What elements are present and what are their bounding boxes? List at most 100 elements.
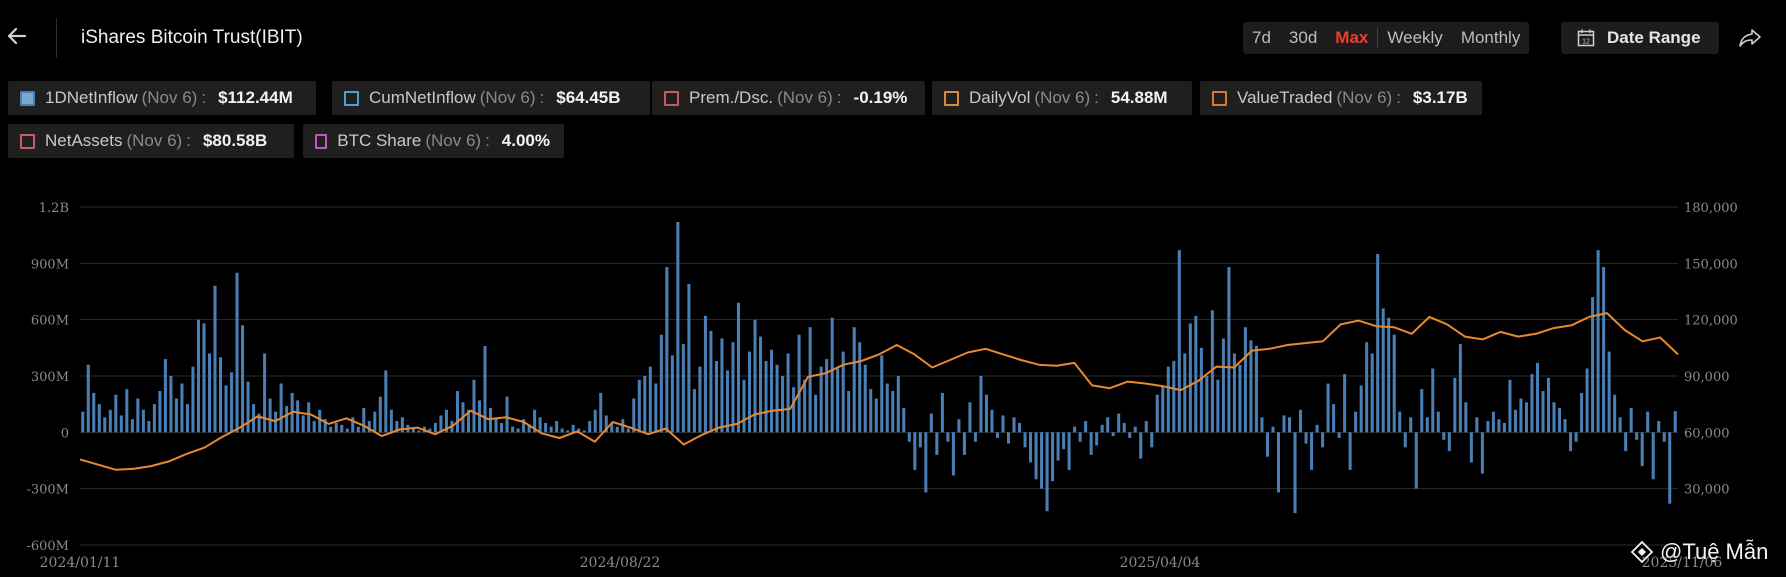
range-30d-button[interactable]: 30d <box>1288 28 1318 47</box>
inflow-bar <box>1513 409 1517 433</box>
range-7d-button[interactable]: 7d <box>1252 28 1271 47</box>
svg-text:12: 12 <box>1582 39 1590 46</box>
range-max-button[interactable]: Max <box>1335 28 1369 47</box>
inflow-bar <box>973 432 977 442</box>
inflow-bar <box>1017 422 1022 433</box>
inflow-bar <box>1491 411 1495 433</box>
range-monthly-button[interactable]: Monthly <box>1460 28 1521 47</box>
inflow-bar <box>500 422 504 433</box>
inflow-bar <box>1067 432 1071 470</box>
inflow-bar <box>97 404 101 433</box>
inflow-bar <box>1447 432 1451 452</box>
inflow-bar <box>698 366 702 433</box>
inflow-bar <box>874 398 878 433</box>
inflow-bar <box>1436 411 1440 433</box>
checkbox-icon[interactable] <box>20 133 35 149</box>
checkbox-icon[interactable] <box>944 90 959 106</box>
legend-value: 54.88M <box>1110 88 1168 107</box>
header-divider <box>56 18 57 58</box>
checkbox-icon[interactable] <box>344 90 359 106</box>
share-button[interactable] <box>1737 26 1763 50</box>
inflow-bar <box>257 413 261 433</box>
inflow-bar <box>560 428 564 433</box>
legend-chip-cum-net-inflow[interactable]: CumNetInflow (Nov 6) : $64.45B <box>332 81 650 115</box>
legend-date: (Nov 6) <box>141 88 198 107</box>
inflow-bar <box>962 432 966 455</box>
inflow-bar <box>1144 421 1148 433</box>
legend-value: 4.00% <box>501 131 550 150</box>
inflow-bar <box>659 334 663 433</box>
inflow-bar <box>533 409 537 433</box>
page-title: iShares Bitcoin Trust(IBIT) <box>81 27 303 48</box>
legend-name: Prem./Dsc. <box>689 88 774 107</box>
y-left-tick-label: -300M <box>26 483 69 498</box>
axis-ticks: 1.2B 900M 600M 300M 0 -300M -600M 180,000 150,00… <box>26 201 1737 571</box>
inflow-bar <box>1106 417 1110 433</box>
checkbox-icon[interactable] <box>315 133 328 149</box>
inflow-bar <box>455 391 459 433</box>
inflow-bar <box>709 330 713 433</box>
inflow-bar <box>924 432 928 493</box>
checkbox-icon[interactable] <box>1212 90 1227 106</box>
top-bar: iShares Bitcoin Trust(IBIT) 7d 30d Max W… <box>0 0 1786 76</box>
inflow-bar <box>1635 432 1639 440</box>
x-tick-label: 2025/11/06 <box>1642 555 1723 571</box>
price-line <box>79 312 1679 471</box>
y-left-tick-label: 600M <box>31 314 69 329</box>
inflow-bar <box>114 394 118 433</box>
chart-area[interactable]: 1.2B 900M 600M 300M 0 -300M -600M 180,000 150,00… <box>0 190 1786 577</box>
inflow-bar <box>1326 383 1330 433</box>
inflow-bar <box>362 407 366 433</box>
inflow-bar <box>1646 411 1650 433</box>
inflow-bar <box>1051 432 1055 482</box>
inflow-bar <box>836 368 840 433</box>
back-button[interactable] <box>4 23 30 49</box>
inflow-bar <box>863 364 867 433</box>
inflow-bar <box>852 327 856 433</box>
inflow-bar <box>1414 432 1418 489</box>
range-weekly-button[interactable]: Weekly <box>1387 28 1443 47</box>
inflow-bar <box>1662 432 1666 442</box>
inflow-bar <box>544 422 548 433</box>
inflow-bar <box>1420 389 1424 433</box>
inflow-bar <box>235 272 239 433</box>
inflow-bar <box>1668 432 1672 504</box>
date-range-button[interactable]: 12 Date Range <box>1561 22 1719 54</box>
inflow-bar <box>549 426 553 433</box>
inflow-bar <box>648 366 652 433</box>
inflow-bar <box>185 404 189 433</box>
legend-chip-btc-share[interactable]: BTC Share (Nov 6) : 4.00% <box>303 124 564 158</box>
inflow-bar <box>615 426 619 433</box>
y-right-tick-label: 30,000 <box>1684 483 1730 498</box>
inflow-bar <box>163 359 167 433</box>
legend-chip-value-traded[interactable]: ValueTraded (Nov 6) : $3.17B <box>1200 81 1482 115</box>
inflow-bar <box>351 417 355 433</box>
inflow-bar <box>1607 351 1611 433</box>
inflow-bar <box>1464 402 1468 433</box>
inflow-bar <box>1596 250 1600 433</box>
inflow-bars <box>81 222 1677 514</box>
inflow-bar <box>1172 360 1176 433</box>
y-right-tick-label: 90,000 <box>1684 370 1730 385</box>
inflow-bar <box>1475 417 1479 433</box>
inflow-bar <box>1332 404 1336 433</box>
inflow-bar <box>1084 421 1088 433</box>
inflow-bar <box>263 353 267 433</box>
inflow-bar <box>676 222 680 433</box>
checkbox-checked-icon[interactable] <box>20 90 35 106</box>
legend-chip-daily-vol[interactable]: DailyVol (Nov 6) : 54.88M <box>932 81 1192 115</box>
checkbox-icon[interactable] <box>664 90 679 106</box>
legend-date: (Nov 6) <box>425 131 482 150</box>
inflow-bar <box>797 334 801 433</box>
inflow-bar <box>687 283 691 433</box>
inflow-bar <box>902 407 906 433</box>
inflow-bar <box>1348 432 1352 470</box>
legend-chip-net-assets[interactable]: NetAssets (Nov 6) : $80.58B <box>8 124 294 158</box>
legend-chip-premium-discount[interactable]: Prem./Dsc. (Nov 6) : -0.19% <box>652 81 925 115</box>
inflow-bar <box>566 430 570 433</box>
inflow-bar <box>759 336 763 433</box>
inflow-bar <box>1045 432 1049 512</box>
legend-chip-1d-net-inflow[interactable]: 1DNetInflow (Nov 6) : $112.44M <box>8 81 316 115</box>
diamond-logo-icon <box>1630 540 1654 564</box>
inflow-bar <box>1657 421 1661 433</box>
